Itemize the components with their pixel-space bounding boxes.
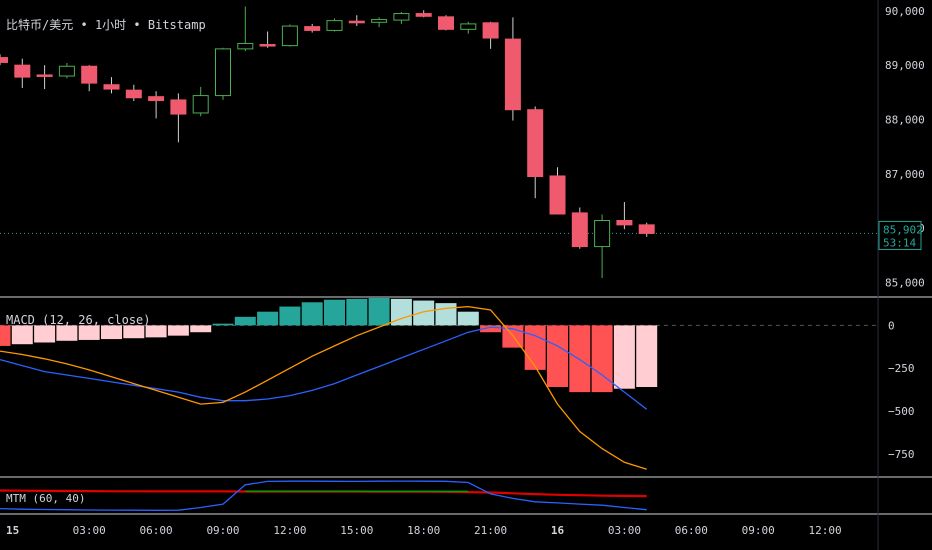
exchange-label: Bitstamp (147, 18, 206, 32)
macd-histogram-bar (167, 325, 189, 336)
macd-histogram-bar (368, 298, 390, 326)
candle-body (638, 224, 655, 234)
time-tick-label: 18:00 (407, 524, 440, 537)
candle-body (14, 64, 31, 78)
candle-body (326, 20, 343, 31)
macd-histogram-bar (613, 325, 635, 389)
macd-histogram-bar (569, 325, 591, 393)
candle-body (259, 44, 276, 47)
time-tick-label: 09:00 (206, 524, 239, 537)
mtm-label[interactable]: MTM (60, 40) (6, 492, 86, 505)
symbol-name: 比特币/美元 (6, 18, 74, 32)
last-price-label: 85,902 (883, 223, 923, 236)
macd-histogram-bar (212, 323, 234, 326)
candle-body (348, 20, 365, 24)
macd-histogram-bar (324, 299, 345, 326)
macd-histogram-bar (457, 311, 479, 326)
candle-body (571, 212, 588, 248)
price-tick-label: 87,000 (885, 168, 925, 181)
macd-histogram-bar (480, 325, 502, 333)
time-tick-label: 12:00 (273, 524, 306, 537)
candle-body (460, 23, 477, 30)
time-tick-label: 12:00 (809, 524, 842, 537)
macd-histogram-bar (547, 325, 568, 387)
candle-body (482, 22, 499, 39)
macd-histogram-bar (636, 325, 658, 387)
macd-histogram-bar (257, 311, 279, 326)
macd-tick-label: −750 (888, 448, 915, 461)
macd-histogram-bar (56, 325, 78, 341)
price-tick-label: 85,000 (885, 276, 925, 289)
signal-line (0, 305, 647, 470)
symbol-header[interactable]: 比特币/美元 • 1小时 • Bitstamp (6, 16, 206, 33)
time-tick-label: 06:00 (675, 524, 708, 537)
price-tick-label: 89,000 (885, 59, 925, 72)
candle-body (0, 57, 8, 63)
candle-body (304, 26, 321, 31)
macd-histogram-bar (123, 325, 145, 339)
macd-histogram-bar (0, 325, 11, 346)
header-separator: • (133, 18, 141, 32)
macd-histogram-bar (101, 325, 122, 340)
candle-body (36, 74, 53, 77)
price-tick-label: 90,000 (885, 5, 925, 18)
macd-tick-label: 0 (888, 319, 895, 332)
candle-body (549, 175, 566, 215)
candle-body (594, 220, 611, 248)
candle-body (281, 25, 298, 47)
time-tick-label: 03:00 (73, 524, 106, 537)
candle-body (58, 65, 75, 77)
macd-histogram-bar (279, 306, 301, 326)
time-tick-label: 15 (6, 524, 19, 537)
countdown-label: 53:14 (883, 236, 916, 249)
macd-histogram-bar (591, 325, 613, 393)
price-tick-label: 88,000 (885, 113, 925, 126)
macd-histogram-bar (390, 298, 412, 326)
candle-body (170, 99, 187, 115)
macd-label[interactable]: MACD (12, 26, close) (6, 313, 151, 327)
time-tick-label: 16 (551, 524, 565, 537)
time-tick-label: 09:00 (742, 524, 775, 537)
time-tick-label: 15:00 (340, 524, 373, 537)
header-separator: • (80, 18, 88, 32)
candle-body (148, 96, 165, 101)
macd-tick-label: −250 (888, 362, 915, 375)
candle-body (371, 19, 388, 23)
candle-body (527, 109, 544, 178)
candle-body (504, 38, 521, 111)
candle-body (237, 42, 254, 50)
candle-body (616, 220, 633, 226)
interval-label: 1小时 (94, 18, 127, 32)
macd-histogram-bar (301, 302, 323, 326)
candle-body (393, 13, 410, 21)
candle-body (81, 65, 98, 84)
macd-histogram-bar (34, 325, 56, 343)
candle-body (103, 84, 120, 90)
candle-body (215, 48, 231, 97)
macd-histogram-bar (413, 300, 435, 326)
candle-body (438, 16, 454, 30)
macd-tick-label: −500 (888, 405, 915, 418)
time-tick-label: 06:00 (140, 524, 173, 537)
time-tick-label: 03:00 (608, 524, 641, 537)
candle-body (125, 89, 142, 99)
macd-histogram-bar (234, 316, 256, 326)
macd-histogram-bar (524, 325, 546, 370)
candle-body (415, 13, 432, 17)
macd-histogram-bar (190, 325, 212, 333)
macd-histogram-bar (346, 298, 368, 326)
candle-body (192, 95, 209, 114)
macd-line (0, 326, 648, 410)
macd-histogram-bar (435, 303, 457, 326)
mtm-line (0, 480, 647, 511)
last-price-box (878, 220, 922, 250)
macd-histogram-bar (145, 325, 167, 338)
macd-histogram-bar (78, 325, 100, 340)
time-tick-label: 21:00 (474, 524, 507, 537)
macd-histogram-bar (11, 325, 33, 345)
